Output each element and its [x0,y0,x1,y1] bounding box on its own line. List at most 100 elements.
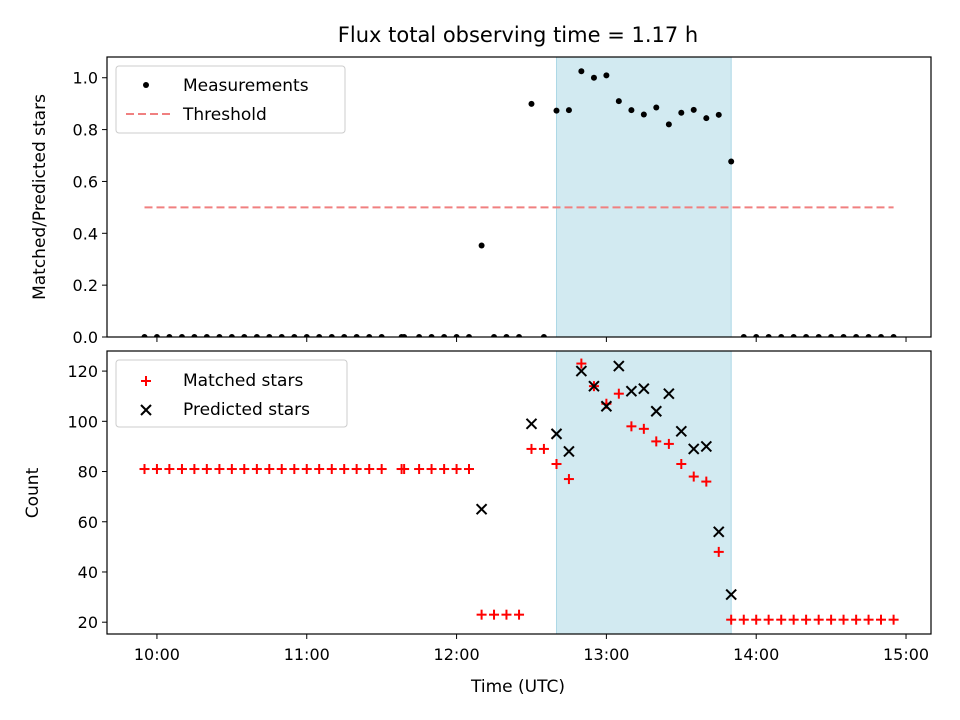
measurement-point [278,334,285,337]
matched-star-point [464,464,475,475]
measurement-point [453,334,460,337]
matched-star-point [663,438,674,449]
legend-predicted-marker-b [140,404,152,416]
measurement-point [628,107,635,114]
matched-star-point [489,609,500,620]
matched-star-point [763,614,774,625]
bottom-y-tick-label: 120 [67,362,98,381]
measurement-point [840,334,847,337]
matched-star-point [339,464,350,475]
predicted-star-point [688,443,700,455]
top-y-tick-label: 0.2 [73,276,98,295]
predicted-star-point-b [725,588,737,601]
top-y-tick-label: 1.0 [73,69,98,88]
bottom-panel: 20 40 60 80 100 120 10:00 11:00 12:00 13:00 14:00… [23,350,932,697]
top-y-tick-label: 0.8 [73,121,98,140]
measurement-point [253,334,260,337]
measurement-point [478,242,485,249]
matched-star-point [726,614,737,625]
matched-star-point [751,614,762,625]
bottom-legend: Matched stars Predicted stars [115,359,348,428]
predicted-star-point [713,526,725,538]
x-axis-label: Time (UTC) [470,677,565,697]
legend-threshold-label: Threshold [182,105,267,125]
bottom-x-tick-label: 14:00 [733,645,779,664]
legend-measurements-label: Measurements [183,76,309,96]
measurement-point [578,68,585,75]
predicted-star-point [613,360,625,372]
legend-matched-label: Matched stars [183,371,303,391]
matched-star-point [364,464,375,475]
matched-star-point [638,423,649,434]
matched-star-point [214,464,225,475]
matched-star-point [301,464,312,475]
top-y-axis-label: Matched/Predicted stars [30,94,50,300]
predicted-star-point [638,382,650,395]
matched-star-point [888,614,899,625]
matched-star-point [863,614,874,625]
bottom-x-tick-label: 10:00 [134,645,180,664]
measurement-point [828,334,835,337]
matched-star-point [613,388,624,399]
bottom-y-tick-label: 100 [67,412,98,431]
measurement-point [678,109,685,116]
predicted-star-point-b [550,428,563,440]
predicted-star-point-b [575,365,588,377]
measurement-point [690,106,697,113]
top-y-ticks: 0.0 0.2 0.4 0.6 0.8 1.0 [73,69,107,347]
predicted-star-point-b [625,385,638,397]
measurement-point [778,334,785,337]
measurement-point [865,334,872,337]
measurement-point [466,334,473,337]
matched-star-point [851,614,862,625]
measurement-point [740,334,747,337]
chart-title: Flux total observing time = 1.17 h [338,23,698,47]
bottom-x-tick-label: 12:00 [434,645,480,664]
bottom-x-tick-label: 15:00 [883,645,929,664]
matched-star-point [701,476,712,487]
measurement-point [890,334,897,337]
matched-star-point [264,464,275,475]
legend-matched-marker [141,376,151,386]
measurement-point [291,334,298,337]
bottom-plot-marks [139,358,899,625]
measurement-point [401,334,408,337]
matched-star-point [801,614,812,625]
legend-predicted-label: Predicted stars [183,400,310,420]
predicted-star-point [675,425,688,438]
measurement-point [228,334,235,337]
predicted-star-point-b [525,418,538,430]
observing-span-rect-top [555,56,732,338]
matched-star-point [151,464,162,475]
predicted-star-point [525,418,538,430]
measurement-point [353,334,360,337]
bottom-legend-box [115,359,348,428]
matched-star-point [514,609,525,620]
matched-star-point [526,443,537,454]
measurement-point [178,334,185,337]
predicted-star-point [563,445,575,458]
top-legend: Measurements Threshold [115,65,346,134]
measurement-point [428,334,435,337]
predicted-star-point-b [663,387,675,400]
measurement-point [753,334,760,337]
predicted-star-point-b [638,382,650,395]
matched-star-point [239,464,250,475]
top-panel: 0.0 0.2 0.4 0.6 0.8 1.0 Matched/Predicted sta… [30,56,932,347]
measurement-point [640,111,647,118]
matched-star-point [326,464,337,475]
matched-star-point [551,458,562,469]
matched-star-point [563,474,574,485]
measurement-point [653,104,660,111]
measurement-point [191,334,198,337]
measurement-point [166,334,173,337]
measurement-point [853,334,860,337]
predicted-star-point-b [588,380,600,392]
measurement-point [328,334,335,337]
measurement-point [241,334,248,337]
matched-star-point [201,464,212,475]
matched-star-point [176,464,187,475]
measurement-point [516,334,523,337]
predicted-star-point [550,428,563,440]
